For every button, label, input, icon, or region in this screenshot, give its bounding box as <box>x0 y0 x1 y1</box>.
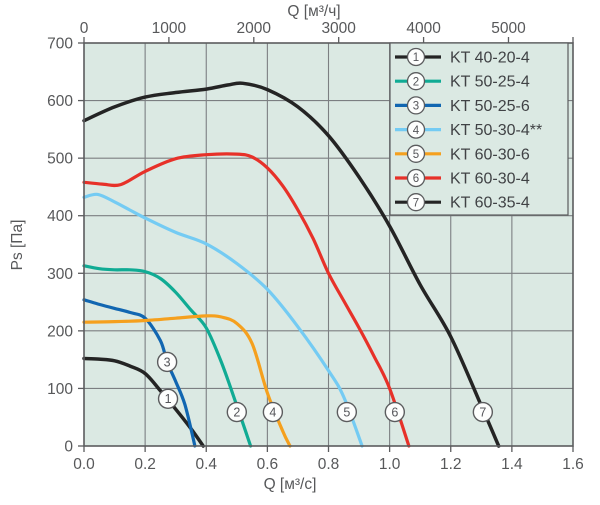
legend-marker-number-6: 6 <box>413 173 419 185</box>
bottom-axis-title: Q [м³/с] <box>264 476 317 493</box>
x-tick-label-bottom: 0.6 <box>257 456 279 473</box>
curve-marker-2: 2 <box>226 401 248 423</box>
curve-2-kt-50-25-4 <box>82 264 253 448</box>
x-tick-label-top: 4000 <box>406 20 441 37</box>
marker-circle-1 <box>157 388 179 409</box>
curve-3-kt-50-25-6 <box>82 298 197 448</box>
y-tick-label: 100 <box>47 381 73 398</box>
legend-item-5: 5 KT 60-30-6 <box>395 144 530 163</box>
marker-circle-6 <box>384 401 406 423</box>
marker-number-3: 3 <box>164 355 171 369</box>
marker-circle-4 <box>262 401 284 423</box>
y-tick-label: 0 <box>64 439 73 456</box>
legend-marker-circle-6 <box>406 168 426 188</box>
legend: 1 KT 40-20-4 2 KT 50-25-4 3 KT 50-25-6 4 KT 50-… <box>389 42 569 216</box>
legend-marker-number-7: 7 <box>413 197 419 209</box>
legend-label-6: KT 60-30-4 <box>450 171 530 188</box>
x-tick-label-top: 3000 <box>321 20 356 37</box>
x-axis-top: 0 1000 2000 3000 4000 5000 <box>80 20 574 43</box>
y-axis: 0 100 200 300 400 500 600 700 <box>47 36 84 456</box>
y-axis-title: Ps [Па] <box>9 220 26 271</box>
legend-label-5: KT 60-30-6 <box>450 146 530 163</box>
marker-number-1: 1 <box>165 392 172 406</box>
x-tick-label-top: 2000 <box>237 20 272 37</box>
x-tick-label-top: 5000 <box>491 20 526 37</box>
legend-marker-number-4: 4 <box>413 125 420 137</box>
top-axis-title: Q [м³/ч] <box>287 3 340 20</box>
curve-4-kt-50-30-4- <box>82 192 364 448</box>
curve-marker-6: 6 <box>384 401 406 423</box>
x-tick-label-bottom: 0.0 <box>73 456 95 473</box>
curve-marker-5: 5 <box>336 401 358 423</box>
x-tick-label-bottom: 1.2 <box>440 456 462 473</box>
legend-marker-circle-5 <box>406 144 426 163</box>
x-tick-label-bottom: 1.6 <box>562 456 584 473</box>
legend-marker-circle-2 <box>406 72 426 91</box>
y-tick-label: 500 <box>47 151 73 168</box>
legend-item-3: 3 KT 50-25-6 <box>395 96 530 115</box>
legend-label-4: KT 50-30-4** <box>450 122 542 139</box>
legend-item-1: 1 KT 40-20-4 <box>395 47 530 67</box>
legend-label-3: KT 50-25-6 <box>450 98 530 115</box>
y-tick-label: 400 <box>47 208 73 225</box>
curve-marker-7: 7 <box>472 401 494 423</box>
marker-number-7: 7 <box>479 405 486 419</box>
x-tick-label-bottom: 0.2 <box>134 456 156 473</box>
legend-marker-number-1: 1 <box>413 52 419 64</box>
legend-label-2: KT 50-25-4 <box>450 74 530 91</box>
x-tick-label-bottom: 1.4 <box>501 456 523 473</box>
legend-marker-circle-4 <box>406 120 426 139</box>
x-tick-label-bottom: 0.8 <box>318 456 340 473</box>
marker-circle-7 <box>472 401 494 423</box>
marker-number-5: 5 <box>343 405 350 419</box>
x-tick-label-top: 0 <box>80 20 89 37</box>
legend-marker-circle-3 <box>406 96 426 115</box>
legend-item-2: 2 KT 50-25-4 <box>395 72 530 91</box>
marker-number-2: 2 <box>233 405 240 419</box>
x-axis-bottom: 0.0 0.2 0.4 0.6 0.8 1.0 1.2 1.4 1.6 <box>73 446 584 473</box>
x-tick-label-bottom: 1.0 <box>379 456 401 473</box>
legend-label-1: KT 40-20-4 <box>450 50 530 67</box>
curve-markers: 1 2 3 4 5 6 7 <box>156 351 494 423</box>
y-tick-label: 700 <box>47 36 73 53</box>
y-tick-label: 200 <box>47 323 73 340</box>
curve-marker-1: 1 <box>157 388 179 409</box>
curve-marker-4: 4 <box>262 401 284 423</box>
curves-layer <box>82 81 501 448</box>
curve-1-kt-40-20-4 <box>82 356 205 448</box>
curve-6-kt-60-30-4 <box>82 152 411 448</box>
legend-marker-number-3: 3 <box>413 101 419 113</box>
y-tick-label: 300 <box>47 266 73 283</box>
x-tick-label-bottom: 0.4 <box>195 456 217 473</box>
legend-item-7: 7 KT 60-35-4 <box>395 193 530 212</box>
legend-label-7: KT 60-35-4 <box>450 195 530 212</box>
legend-marker-number-2: 2 <box>413 76 419 88</box>
legend-item-6: 6 KT 60-30-4 <box>395 168 530 188</box>
legend-item-4: 4 KT 50-30-4** <box>395 120 542 139</box>
curve-7-kt-60-35-4 <box>82 81 501 448</box>
legend-marker-number-5: 5 <box>413 149 419 161</box>
marker-circle-2 <box>226 401 248 423</box>
x-tick-label-top: 1000 <box>152 20 187 37</box>
marker-number-6: 6 <box>391 405 398 419</box>
legend-marker-circle-7 <box>406 193 426 212</box>
marker-circle-3 <box>156 351 178 373</box>
marker-circle-5 <box>336 401 358 423</box>
marker-number-4: 4 <box>269 405 276 419</box>
curve-marker-3: 3 <box>156 351 178 373</box>
y-tick-label: 600 <box>47 93 73 110</box>
legend-marker-circle-1 <box>406 47 426 67</box>
